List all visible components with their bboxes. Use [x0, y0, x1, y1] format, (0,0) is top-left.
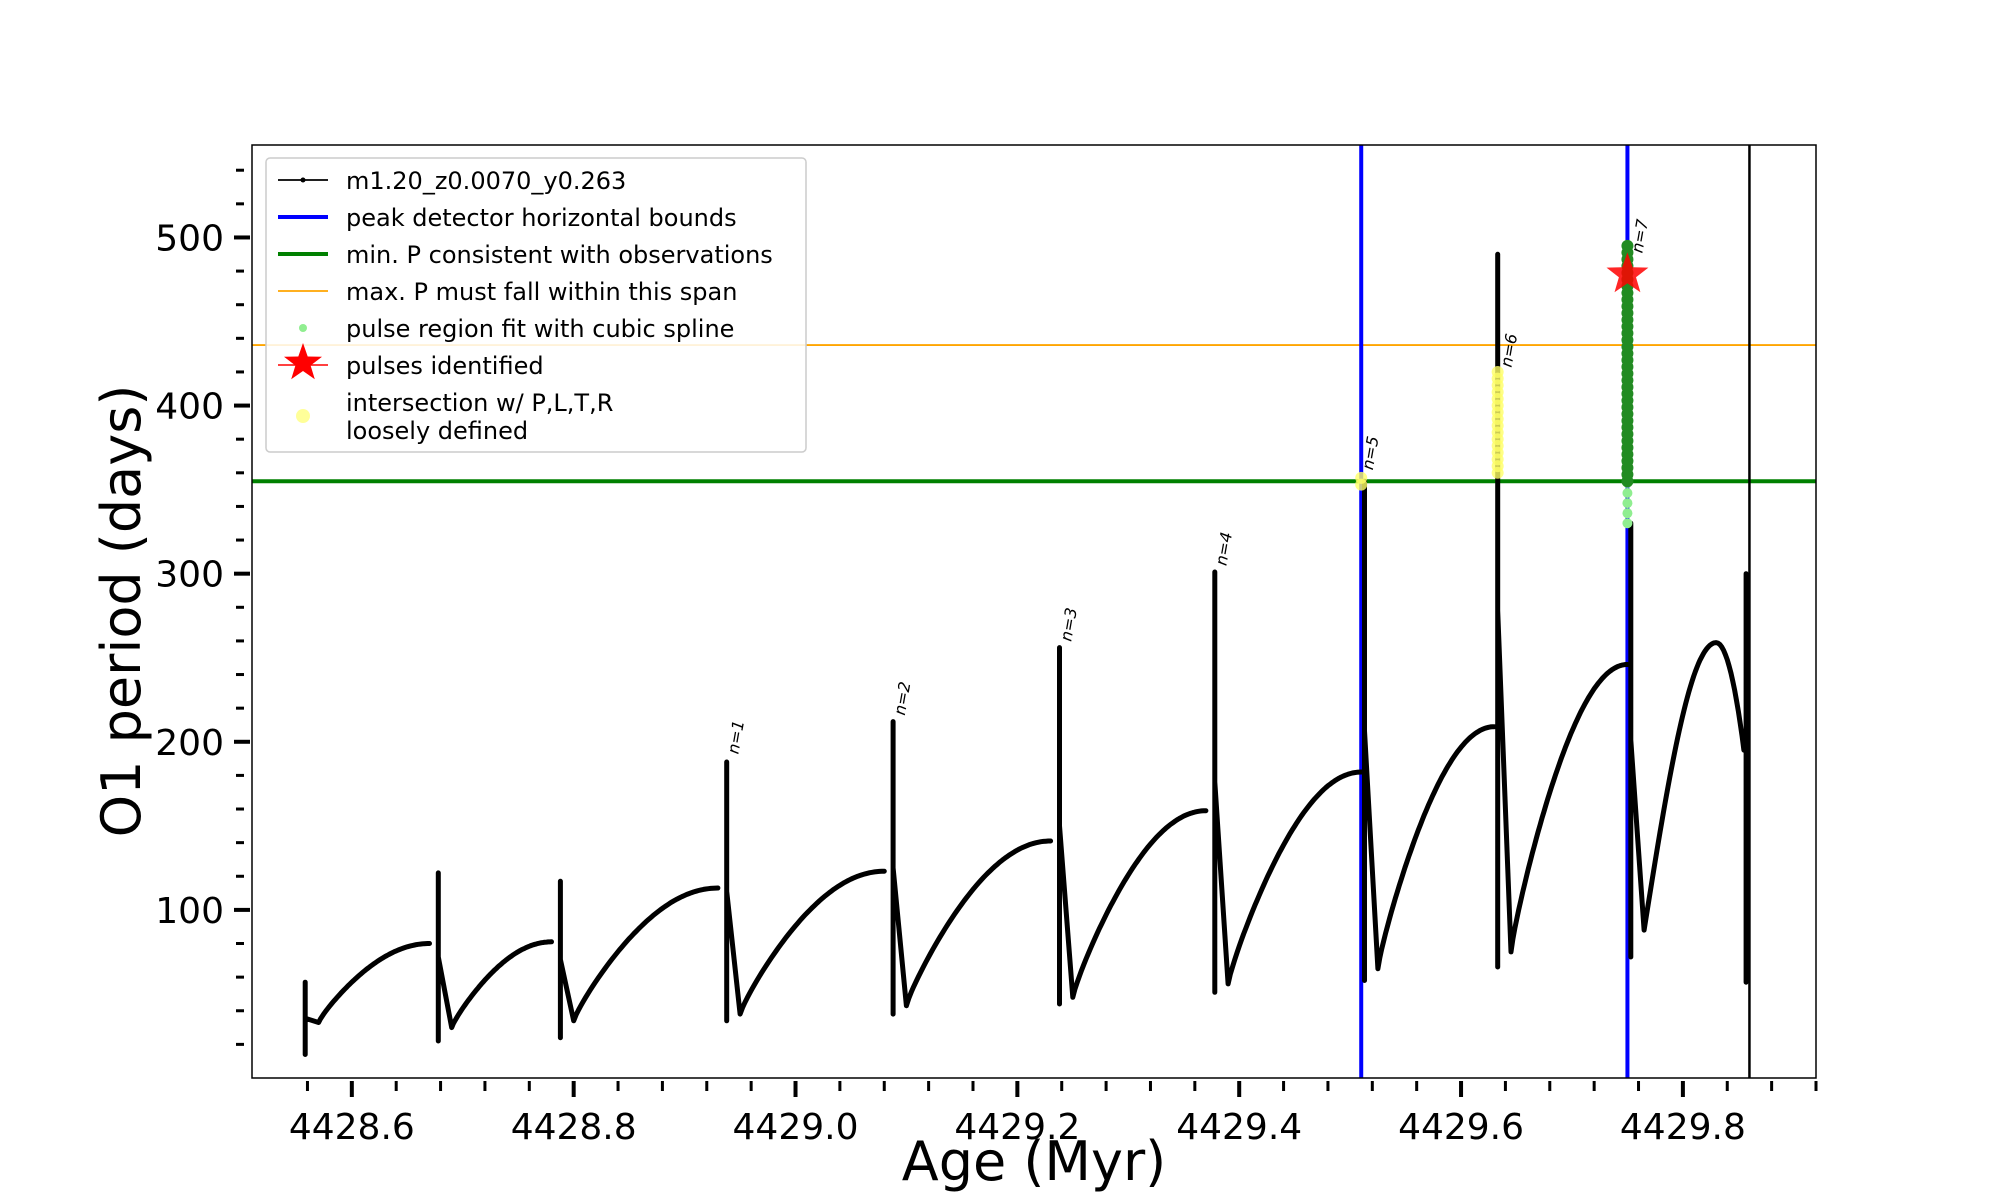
legend-label-7: intersection w/ P,L,T,R	[346, 389, 613, 417]
legend-handle-5	[299, 324, 307, 332]
legend-handle-6	[284, 343, 322, 380]
pulse-star	[1606, 252, 1649, 293]
legend-handle-7	[296, 409, 310, 423]
spline-point	[1622, 498, 1633, 509]
loose-point	[1491, 365, 1504, 378]
x-tick-label: 4429.4	[1176, 1107, 1302, 1148]
legend-label-4: max. P must fall within this span	[346, 278, 737, 306]
series-model-curve	[302, 251, 1749, 1057]
loose-point	[1355, 471, 1368, 484]
spline-point	[1622, 518, 1633, 529]
x-tick-label: 4429.6	[1398, 1107, 1524, 1148]
legend-label-3: min. P consistent with observations	[346, 241, 773, 269]
spline-point	[1622, 487, 1633, 498]
y-tick-label: 100	[155, 891, 224, 932]
x-tick-label: 4428.6	[289, 1107, 415, 1148]
legend-label-6: pulses identified	[346, 352, 544, 380]
legend-label-5: pulse region fit with cubic spline	[346, 315, 734, 343]
legend-label-1: m1.20_z0.0070_y0.263	[346, 167, 626, 195]
pulse-markers	[1355, 239, 1649, 529]
plot-frame	[251, 144, 1817, 1079]
spline-point	[1622, 508, 1633, 519]
axis-ticks: 4428.6 4428.8 4429.0 4429.2 4429.4 4429.6 4429…	[155, 168, 1818, 1148]
x-tick-label: 4428.8	[511, 1107, 637, 1148]
y-tick-label: 200	[155, 723, 224, 764]
x-tick-label: 4429.8	[1620, 1107, 1746, 1148]
legend-label-7: loosely defined	[346, 417, 528, 445]
legend-handle-marker	[300, 177, 306, 183]
y-tick-label: 400	[155, 387, 224, 428]
y-tick-label: 300	[155, 555, 224, 596]
x-tick-label: 4429.2	[954, 1107, 1080, 1148]
x-tick-label: 4429.0	[733, 1107, 859, 1148]
legend-label-2: peak detector horizontal bounds	[346, 204, 737, 232]
identified-point	[1621, 239, 1634, 252]
series-line	[302, 251, 1749, 1057]
y-axis-title: O1 period (days)	[90, 385, 153, 838]
legend-box	[265, 157, 807, 453]
x-axis-title: Age (Myr)	[902, 1130, 1167, 1193]
y-tick-label: 500	[155, 218, 224, 259]
pulse-labels: n=1n=2n=3n=4n=5n=6n=7	[724, 217, 1653, 755]
